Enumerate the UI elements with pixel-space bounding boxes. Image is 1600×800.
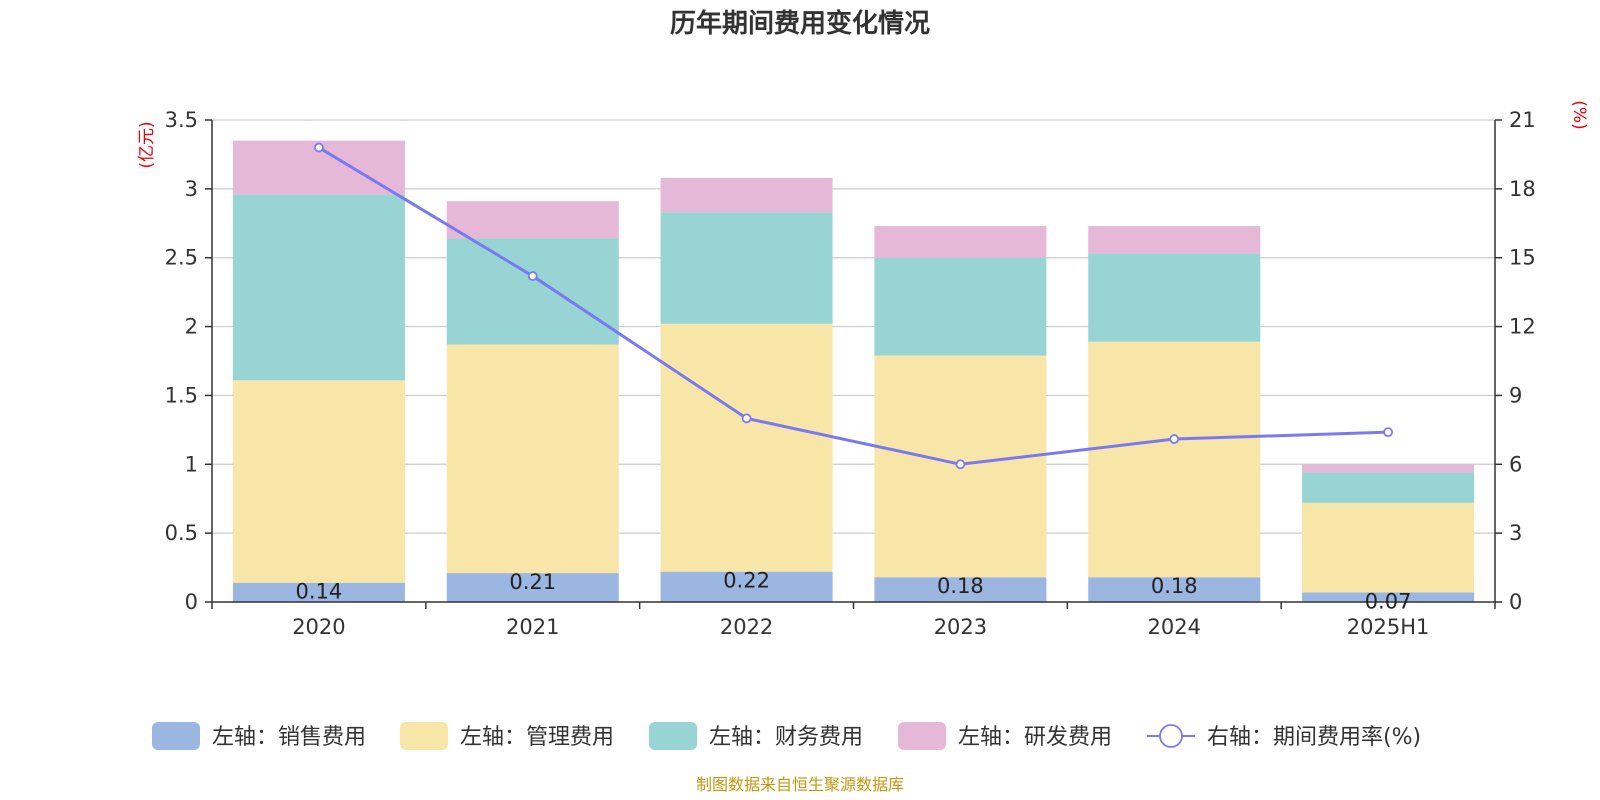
right-axis-unit: (%) <box>1569 100 1589 129</box>
bar-segment <box>446 238 619 345</box>
y-left-tick-label: 0.5 <box>165 521 198 545</box>
chart-title: 历年期间费用变化情况 <box>670 8 930 39</box>
x-tick-label: 2021 <box>506 615 559 639</box>
bar-segment <box>660 177 833 213</box>
data-label: 0.18 <box>1151 574 1198 598</box>
legend-label: 右轴：期间费用率(%) <box>1207 725 1421 750</box>
bar-series <box>232 140 1475 602</box>
y-right-tick-label: 6 <box>1509 452 1522 476</box>
rate-point <box>314 142 324 153</box>
rate-point <box>955 459 966 470</box>
x-tick-label: 2025H1 <box>1347 615 1430 639</box>
rate-point <box>1169 434 1180 444</box>
legend-label: 左轴：销售费用 <box>212 725 366 750</box>
y-left-tick-label: 0 <box>185 590 198 614</box>
legend-swatch <box>898 722 946 750</box>
x-tick-label: 2023 <box>934 615 987 639</box>
gridlines <box>212 119 1495 534</box>
bar-segment <box>232 194 405 381</box>
y-left-tick-label: 1 <box>185 452 198 476</box>
bar-segment <box>660 212 833 324</box>
source-note: 制图数据来自恒生聚源数据库 <box>696 775 904 794</box>
y-right-tick-label: 18 <box>1509 177 1536 201</box>
bar-segment <box>232 380 405 583</box>
data-label: 0.07 <box>1365 589 1412 613</box>
y-left-tick-label: 1.5 <box>165 383 198 407</box>
y-left-tick-label: 3 <box>185 177 198 201</box>
bar-segment <box>874 226 1047 258</box>
data-label: 0.21 <box>509 570 556 594</box>
legend-swatch-marker <box>1159 724 1183 748</box>
x-tick-label: 2024 <box>1148 615 1201 639</box>
legend: 左轴：销售费用 左轴：管理费用 左轴：财务费用 左轴：研发费用 右轴：期间费用率(%) <box>152 722 1421 750</box>
legend-swatch <box>400 722 448 750</box>
bar-segment <box>1302 502 1475 593</box>
y-right-tick-label: 15 <box>1509 246 1536 270</box>
bar-segment <box>446 201 619 239</box>
bar-segment <box>232 582 405 602</box>
data-label: 0.14 <box>296 580 343 604</box>
y-right-tick-label: 12 <box>1509 315 1536 339</box>
legend-swatch <box>649 722 697 750</box>
bar-segment <box>1302 472 1475 503</box>
y-left-tick-label: 2 <box>185 315 198 339</box>
y-left-tick-label: 2.5 <box>165 246 198 270</box>
data-label: 0.18 <box>937 574 984 598</box>
x-tick-label: 2022 <box>720 615 773 639</box>
bar-segment <box>660 323 833 572</box>
bar-segment <box>1088 577 1261 602</box>
y-right-tick-label: 9 <box>1509 383 1522 407</box>
left-axis-unit: (亿元) <box>137 121 157 168</box>
y-right-tick-label: 0 <box>1509 590 1522 614</box>
x-tick-label: 2020 <box>292 615 345 639</box>
legend-label: 左轴：管理费用 <box>460 725 614 750</box>
bar-segment <box>660 571 833 602</box>
line-series <box>314 142 1393 470</box>
y-right-tick-label: 21 <box>1509 108 1536 132</box>
legend-label: 左轴：研发费用 <box>958 725 1112 750</box>
bar-segment <box>874 577 1047 602</box>
axes: 0 0.5 1 1.5 2 2.5 3 3.5 0 3 6 9 12 15 18 21 2020 2021 2022… <box>165 108 1536 639</box>
y-right-tick-label: 3 <box>1509 521 1522 545</box>
bar-segment <box>874 257 1047 356</box>
y-left-tick-label: 3.5 <box>165 108 198 132</box>
legend-swatch <box>152 722 200 750</box>
rate-point <box>1383 427 1393 438</box>
bar-segment <box>1088 253 1261 342</box>
data-label: 0.22 <box>723 569 770 593</box>
bar-segment <box>1088 226 1261 254</box>
rate-line <box>318 146 1389 466</box>
bar-segment <box>446 573 619 602</box>
bar-segment <box>446 344 619 574</box>
data-labels: 0.14 0.21 0.22 0.18 0.18 0.07 <box>296 569 1412 614</box>
bar-segment <box>1302 592 1475 602</box>
bar-segment <box>1302 464 1475 473</box>
rate-point <box>527 271 538 281</box>
rate-point <box>741 413 752 424</box>
legend-label: 左轴：财务费用 <box>709 725 863 750</box>
bar-segment <box>1088 341 1261 578</box>
